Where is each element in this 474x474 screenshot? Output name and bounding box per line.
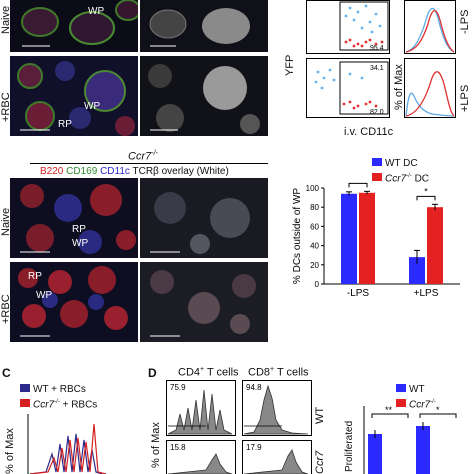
micrograph-ccr7-rbc-right	[140, 262, 268, 342]
stain-b220: B220	[40, 166, 64, 177]
label-wp-naive: WP	[88, 6, 105, 17]
sig-d-1: **	[385, 406, 393, 415]
histogram-top	[404, 0, 456, 54]
label-rp-ccr7-naive: RP	[72, 224, 86, 235]
cd4-histogram-ccr7: 15.8	[166, 440, 236, 474]
genotype-header: Ccr7-/-	[128, 150, 158, 163]
bar-legend: WT DC Ccr7-/- DC	[372, 158, 429, 185]
panel-c-y-axis: % of Max	[4, 428, 16, 474]
cd8-ccr7-value: 17.9	[246, 443, 262, 452]
stain-cd11c: CD11c	[100, 166, 130, 177]
cd4-header: CD4+ T cells	[178, 366, 239, 379]
cd8-histogram-ccr7: 17.9	[242, 440, 312, 474]
bar-y-tick-label: 60	[310, 222, 319, 231]
cd8-histogram-wt: 94.8	[242, 380, 312, 436]
label-wp-ccr7-naive: WP	[72, 238, 89, 249]
bar-0-1	[359, 192, 375, 284]
row-label-naive-a: Naive	[0, 5, 12, 34]
row-label-plus-lps: +LPS	[459, 84, 471, 112]
panel-d-bar-legend: WT Ccr7-/-	[396, 384, 436, 411]
row-label-ccr7-d: Ccr7	[314, 450, 326, 474]
bar-y-label: % DCs outside of WP	[292, 188, 303, 284]
bar-d-wt-2	[416, 426, 430, 474]
flow-y-axis-label: YFP	[284, 54, 296, 76]
cd8-wt-value: 94.8	[246, 383, 262, 392]
bar-legend-ccr7: Ccr7-/- DC	[372, 170, 429, 185]
stain-tcrb: TCRβ overlay (White)	[132, 166, 229, 177]
cd4-histogram-wt: 75.9	[166, 380, 236, 436]
bar-y-tick-label: 100	[306, 184, 320, 193]
flow-dotplot-bottom: 34.1 82.0	[306, 58, 390, 118]
panel-letter-d: D	[148, 366, 157, 380]
bar-sig-label-0: ns	[353, 182, 363, 183]
row-label-naive-ccr7: Naive	[0, 207, 12, 236]
micrograph-rbc-left	[10, 56, 138, 136]
panel-d-bar-chart: ** *	[363, 406, 457, 474]
micrograph-ccr7-naive-left	[10, 178, 138, 258]
panel-c-histogram	[27, 414, 107, 474]
bar-1-0	[409, 257, 425, 284]
bar-sig-label-1: *	[424, 186, 428, 196]
panel-d-legend-ccr7: Ccr7-/-	[396, 396, 436, 411]
bar-x-label-0: -LPS	[347, 288, 370, 299]
micrograph-naive-left	[10, 0, 138, 52]
bar-d-wt-1	[368, 434, 382, 474]
micrograph-ccr7-naive-right	[140, 178, 268, 258]
panel-c-legend-wt: WT + RBCs	[20, 384, 97, 396]
label-rp-ccr7-rbc: RP	[28, 271, 42, 282]
histogram-bottom	[404, 58, 456, 118]
micrograph-rbc-right	[140, 56, 268, 136]
row-label-rbc-a: +RBC	[0, 92, 12, 122]
flow-x-axis-label: i.v. CD11c	[344, 126, 394, 138]
bar-1-1	[427, 207, 443, 284]
micrograph-ccr7-rbc-left	[10, 262, 138, 342]
bar-y-tick-label: 80	[310, 203, 319, 212]
bar-legend-wt: WT DC	[372, 158, 429, 170]
panel-d-y-axis: % of Max	[150, 422, 162, 468]
bar-x-label-1: +LPS	[414, 288, 439, 299]
bar-sig-bracket-1	[416, 195, 436, 201]
bar-y-tick-label: 40	[310, 242, 319, 251]
sig-d-2: *	[436, 406, 440, 415]
genotype-header-line	[30, 163, 268, 164]
panel-c-legend-ccr7: Ccr7-/- + RBCs	[20, 396, 97, 411]
row-label-wt-d: WT	[314, 406, 326, 424]
label-wp-rbc: WP	[84, 101, 101, 112]
cd4-wt-value: 75.9	[170, 383, 186, 392]
bar-sig-bracket-0	[348, 182, 368, 188]
stain-cd169: CD169	[66, 166, 98, 177]
dc-bar-chart: 0 20 40 60 80 100% DCs outside of WP ns -LPS * +L…	[292, 182, 460, 299]
panel-d-legend-wt: WT	[396, 384, 436, 396]
bar-y-tick-label: 0	[315, 280, 320, 289]
label-wp-ccr7-rbc: WP	[36, 290, 53, 301]
cd8-header: CD8+ T cells	[248, 366, 309, 379]
row-label-minus-lps: -LPS	[459, 9, 471, 34]
gate-value-820: 82.0	[370, 109, 384, 116]
panel-d-bar-ylabel: Proliferated	[344, 420, 355, 472]
panel-c-legend: WT + RBCs Ccr7-/- + RBCs	[20, 384, 97, 411]
micrograph-naive-right	[140, 0, 268, 52]
label-rp-rbc: RP	[58, 119, 72, 130]
gate-value-954: 95.4	[370, 45, 384, 52]
bar-0-0	[341, 193, 357, 284]
cd4-ccr7-value: 15.8	[170, 443, 186, 452]
panel-letter-c: C	[2, 366, 11, 380]
flow-dotplot-top: 95.4	[306, 0, 390, 54]
bar-y-tick-label: 20	[310, 261, 319, 270]
row-label-rbc-ccr7: +RBC	[0, 294, 12, 324]
stain-legend: B220 CD169 CD11c TCRβ overlay (White)	[40, 166, 229, 177]
gate-value-341: 34.1	[370, 65, 384, 72]
